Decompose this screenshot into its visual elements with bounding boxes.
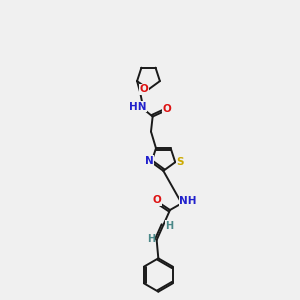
Text: H: H — [165, 221, 173, 231]
Text: N: N — [145, 155, 153, 166]
Text: S: S — [176, 157, 184, 167]
Text: O: O — [162, 103, 171, 114]
Text: HN: HN — [129, 102, 146, 112]
Text: NH: NH — [179, 196, 197, 206]
Text: H: H — [147, 234, 155, 244]
Text: O: O — [140, 84, 148, 94]
Text: O: O — [153, 195, 161, 205]
